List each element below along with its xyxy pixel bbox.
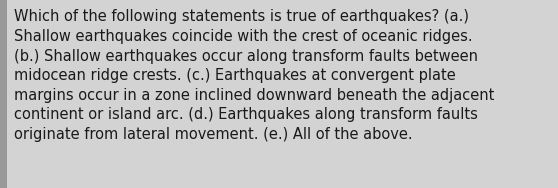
FancyBboxPatch shape <box>0 0 7 188</box>
Text: Which of the following statements is true of earthquakes? (a.)
Shallow earthquak: Which of the following statements is tru… <box>14 9 494 142</box>
